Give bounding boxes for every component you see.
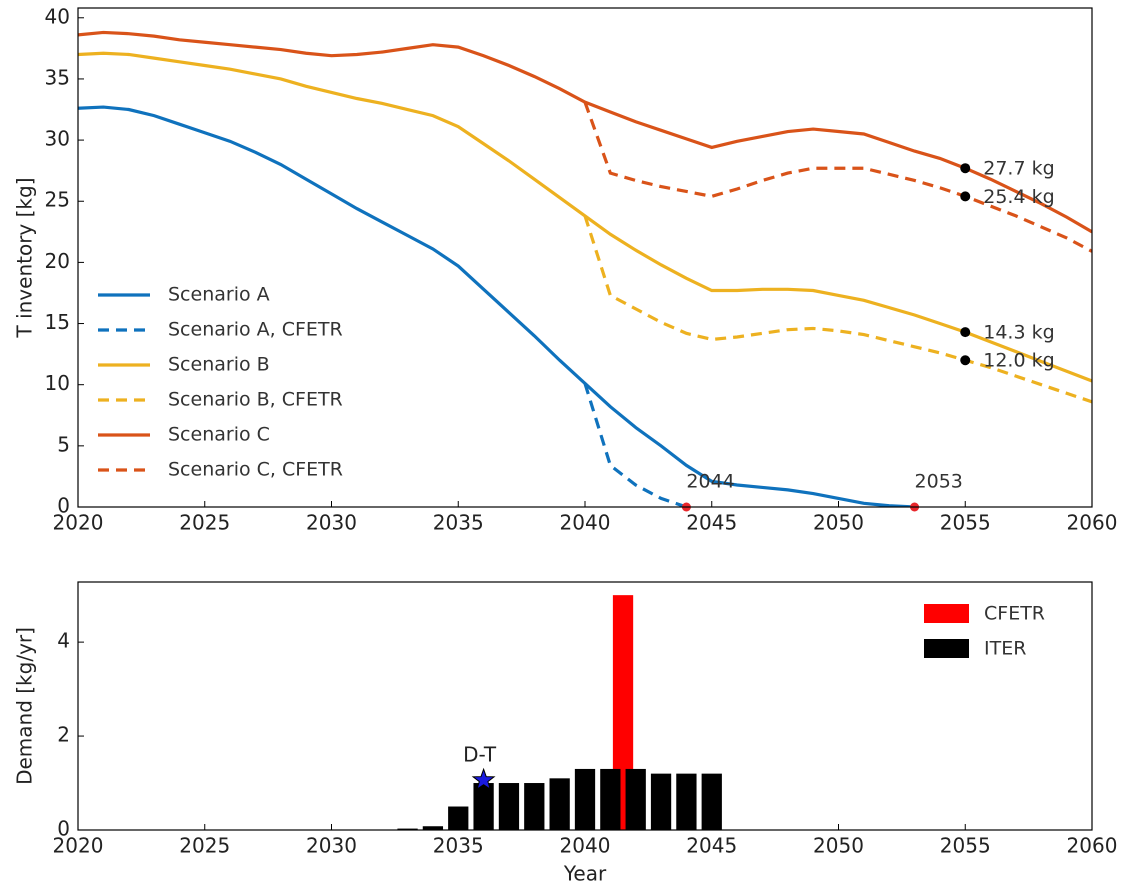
y-tick-label: 35 [45,65,70,89]
x-tick-label: 2040 [560,834,611,858]
legend-label: Scenario B, CFETR [168,389,343,411]
bar [397,828,418,830]
series-line [583,101,1092,253]
star-marker [471,767,496,791]
y-axis-label: Demand [kg/yr] [13,627,37,785]
bar [701,773,722,830]
legend-label: Scenario A, CFETR [168,319,343,341]
x-tick-label: 2060 [1067,834,1118,858]
marker-dot [960,163,971,174]
marker-label: 27.7 kg [983,158,1054,180]
y-tick-label: 5 [57,432,70,456]
x-axis-label: Year [563,862,607,886]
marker-label: 12.0 kg [983,350,1054,372]
y-tick-label: 0 [57,817,70,841]
legend-label: CFETR [984,603,1045,625]
bar [650,773,672,830]
legend: CFETR ITER [924,603,1045,660]
series-line [583,215,1092,404]
x-tick-label: 2020 [53,511,104,535]
x-tick-label: 2045 [686,511,737,535]
x-tick-label: 2025 [179,511,230,535]
marker-dot [960,327,971,338]
legend-label: Scenario A [168,284,270,306]
x-tick-label: 2055 [940,511,991,535]
bar [574,768,596,830]
y-tick-label: 25 [45,188,70,212]
marker-dot [960,355,971,366]
x-tick-label: 2045 [686,834,737,858]
marker-label: 25.4 kg [983,186,1054,208]
legend-swatch [924,639,969,658]
x-tick-label: 2060 [1067,511,1118,535]
plot-area: D-T [372,595,722,830]
y-tick-label: 4 [57,629,70,653]
marker-label: 14.3 kg [983,322,1054,344]
legend: Scenario A Scenario A, CFETR Scenario B Sce… [98,284,343,481]
series-line [583,383,687,507]
x-tick-label: 2020 [53,834,104,858]
bar [473,783,494,830]
y-tick-label: 40 [45,4,70,28]
bar [549,778,570,830]
bar [600,768,621,830]
series-line [78,30,1092,234]
legend-label: Scenario C, CFETR [168,459,343,481]
bar [625,768,646,830]
x-tick-label: 2050 [813,834,864,858]
lines [78,30,1092,507]
x-tick-label: 2055 [940,834,991,858]
y-axis-label: T inventory [kg] [13,178,37,339]
annotation-label: D-T [463,743,497,767]
y-tick-label: 20 [45,249,70,273]
bar [676,773,697,830]
legend-label: Scenario B [168,354,270,376]
x-tick-label: 2040 [560,511,611,535]
x-tick-label: 2035 [433,511,484,535]
marker-dot [960,191,971,202]
x-tick-label: 2025 [179,834,230,858]
y-tick-label: 15 [45,310,70,334]
legend-swatch [924,604,969,623]
depletion-label: 2053 [915,471,963,493]
series-line [78,105,915,507]
y-tick-label: 10 [45,371,70,395]
x-tick-label: 2035 [433,834,484,858]
x-tick-label: 2030 [306,511,357,535]
plot-area: 27.7 kg 25.4 kg 14.3 kg 12.0 kg 2044 2053 [78,30,1092,512]
y-tick-label: 2 [57,723,70,747]
legend-label: ITER [984,638,1026,660]
legend-label: Scenario C [168,424,270,446]
bar [422,826,444,830]
bar [448,806,469,830]
y-tick-label: 30 [45,127,70,151]
x-tick-label: 2050 [813,511,864,535]
depletion-label: 2044 [686,471,734,493]
y-tick-label: 0 [57,494,70,518]
x-tick-label: 2030 [306,834,357,858]
bar [524,783,545,830]
bar [498,783,520,830]
